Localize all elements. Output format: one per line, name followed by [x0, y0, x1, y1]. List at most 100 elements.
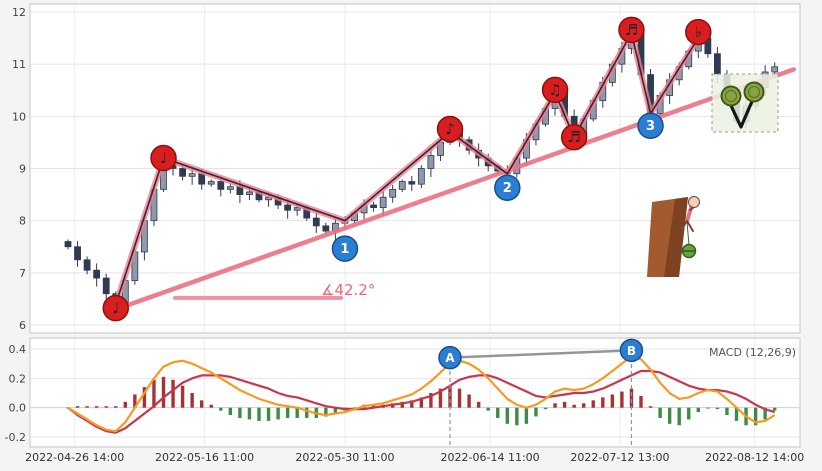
- price-axis-label: 8: [19, 215, 26, 228]
- candle: [207, 181, 215, 185]
- macd-histogram-bar: [553, 403, 557, 408]
- macd-histogram-bar: [572, 404, 576, 408]
- pivot-marker-note[interactable]: ♬: [618, 16, 645, 44]
- macd-histogram-bar: [515, 407, 519, 426]
- music-note-glyph: ♬: [567, 128, 580, 146]
- macd-marker-label: B: [627, 344, 636, 358]
- x-axis-label: 2022-05-30 11:00: [295, 451, 394, 464]
- candle: [74, 246, 81, 261]
- macd-histogram-bar: [295, 407, 299, 418]
- macd-marker-a[interactable]: A: [438, 345, 462, 370]
- macd-histogram-bar: [324, 407, 328, 417]
- macd-dif-line: [67, 355, 776, 433]
- climber-icon: [680, 196, 700, 232]
- candle: [64, 241, 72, 248]
- macd-histogram-bar: [266, 407, 271, 421]
- ab-connector-line: [449, 349, 632, 359]
- candle: [398, 181, 406, 190]
- price-axis-label: 6: [19, 319, 26, 332]
- macd-histogram-bar: [734, 407, 739, 421]
- macd-histogram-bar: [190, 393, 194, 408]
- macd-histogram-bar: [620, 391, 624, 408]
- macd-histogram-bar: [333, 407, 338, 414]
- macd-histogram-bar: [285, 407, 290, 418]
- price-axis-label: 10: [12, 110, 26, 123]
- macd-histogram-bar: [438, 388, 443, 408]
- pendant-string: [686, 221, 690, 246]
- candle: [293, 207, 301, 211]
- macd-histogram-bar: [687, 407, 691, 420]
- pivot-marker-note[interactable]: ♫: [541, 76, 569, 104]
- pivot-marker-number[interactable]: 2: [494, 174, 521, 201]
- pivot-marker-note[interactable]: ♭: [685, 18, 712, 46]
- candle: [322, 225, 330, 232]
- macd-marker-b[interactable]: B: [619, 338, 644, 363]
- candle: [102, 277, 110, 295]
- macd-histogram-bar: [696, 407, 700, 413]
- candle: [93, 269, 101, 279]
- candle: [188, 173, 196, 177]
- candle: [408, 181, 416, 185]
- pivot-number-label: 1: [340, 242, 349, 257]
- macd-histogram-bar: [238, 407, 242, 418]
- x-axis-label: 2022-04-26 14:00: [25, 451, 124, 464]
- candle: [771, 66, 779, 73]
- macd-axis-label: 0.4: [9, 343, 27, 356]
- candle: [389, 188, 397, 198]
- macd-histogram-bar: [410, 400, 414, 408]
- macd-histogram-bar: [448, 385, 452, 408]
- macd-histogram-bar: [582, 403, 586, 408]
- x-axis-label: 2022-07-12 13:00: [570, 451, 669, 464]
- macd-histogram-bar: [534, 407, 538, 417]
- pivot-marker-note[interactable]: ♩: [150, 144, 177, 172]
- macd-histogram-bar: [75, 406, 80, 408]
- macd-histogram-bar: [114, 406, 118, 408]
- macd-axis-label: 0.2: [9, 372, 27, 385]
- price-axis-label: 11: [12, 58, 26, 71]
- macd-marker-label: A: [445, 351, 455, 365]
- pivot-marker-number[interactable]: 1: [331, 235, 359, 262]
- x-axis-label: 2022-08-12 14:00: [705, 451, 804, 464]
- macd-label: MACD (12,26,9): [709, 346, 796, 359]
- macd-histogram-bar: [677, 407, 681, 426]
- price-axis-label: 9: [19, 162, 26, 175]
- candle: [83, 259, 91, 271]
- macd-histogram-bar: [562, 401, 567, 408]
- pivot-marker-note[interactable]: ♪: [436, 115, 464, 143]
- macd-histogram-bar: [725, 407, 729, 416]
- candle: [284, 204, 292, 211]
- x-axis-label: 2022-06-14 11:00: [441, 451, 540, 464]
- macd-histogram-bar: [257, 407, 261, 421]
- macd-histogram-bar: [209, 404, 213, 408]
- macd-histogram-bar: [467, 394, 471, 408]
- price-axis-label: 12: [12, 6, 26, 19]
- music-note-glyph: ♩: [112, 299, 119, 317]
- macd-histogram-bar: [94, 406, 99, 408]
- macd-histogram-bar: [629, 388, 634, 408]
- macd-histogram-bar: [400, 401, 404, 408]
- macd-histogram-bar: [543, 407, 548, 410]
- macd-histogram-bar: [773, 407, 777, 411]
- macd-histogram-bar: [171, 379, 175, 408]
- macd-axis-label: 0.0: [9, 402, 27, 415]
- music-note-glyph: ♭: [695, 23, 702, 41]
- macd-series: [66, 355, 777, 434]
- macd-histogram-bar: [715, 407, 720, 410]
- macd-histogram-bar: [610, 394, 615, 408]
- pivot-marker-note[interactable]: ♬: [560, 123, 588, 151]
- candle: [198, 173, 206, 185]
- candle: [379, 196, 387, 209]
- pivot-marker-note[interactable]: ♩: [102, 294, 129, 322]
- macd-histogram-bar: [486, 407, 490, 411]
- macd-dea-line: [67, 369, 776, 434]
- candle: [226, 186, 234, 190]
- x-axis-label: 2022-05-16 11:00: [155, 451, 254, 464]
- cliff-shade: [664, 197, 688, 277]
- pivot-marker-number[interactable]: 3: [637, 112, 664, 139]
- macd-histogram-bar: [763, 407, 767, 420]
- candle: [370, 204, 378, 209]
- candle: [246, 191, 253, 195]
- macd-histogram-bar: [505, 407, 509, 424]
- badge-box[interactable]: [711, 73, 779, 133]
